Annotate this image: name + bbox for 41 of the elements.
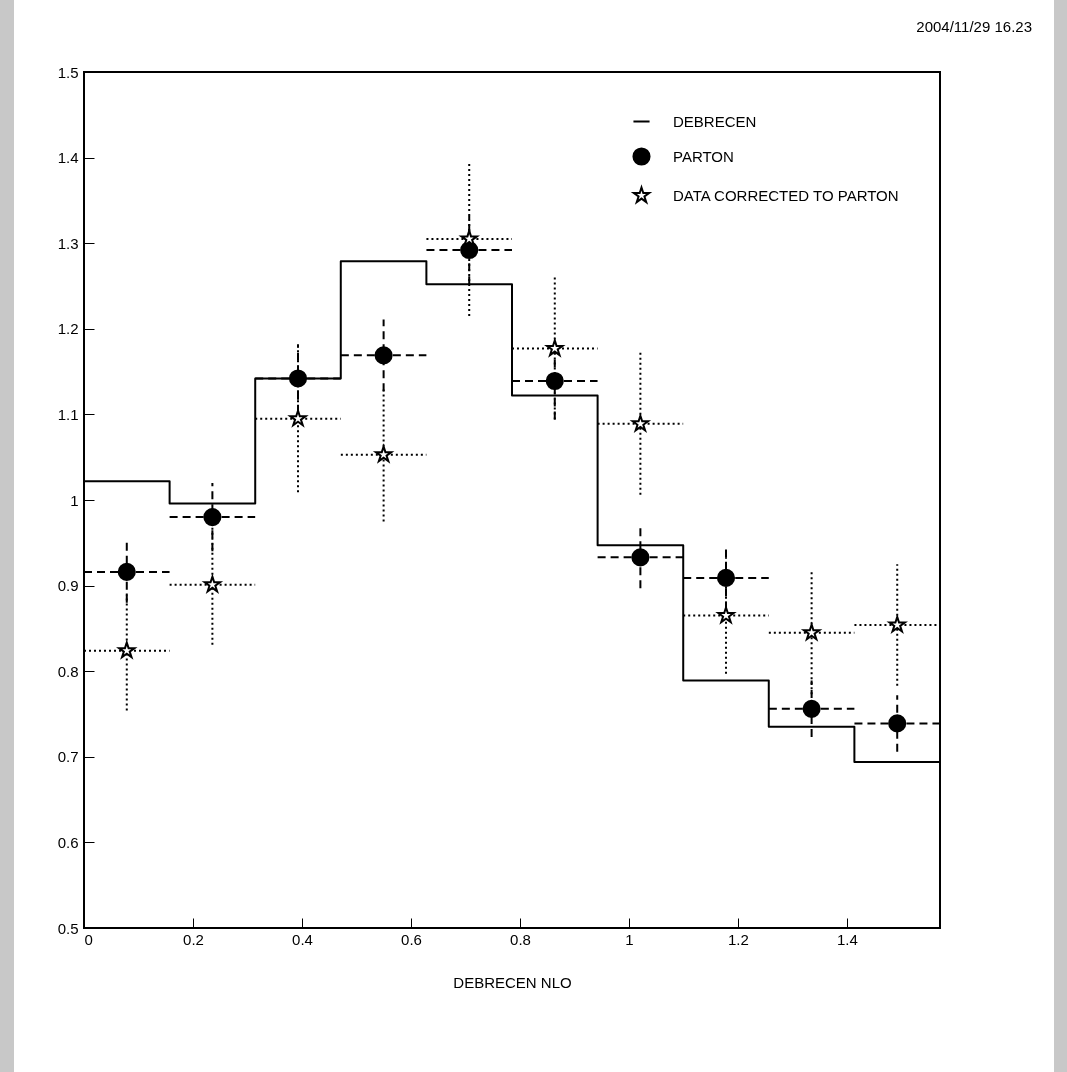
- point: [801, 621, 823, 642]
- legend-label: DEBRECEN: [673, 112, 757, 130]
- point: [886, 615, 908, 634]
- point: [288, 369, 308, 388]
- point: [716, 568, 736, 587]
- y-tick-label: 1.3: [57, 234, 79, 252]
- x-tick-label: 0.6: [401, 930, 422, 948]
- text: 2004/11/29 16.23: [916, 18, 1032, 35]
- point: [631, 548, 650, 567]
- x-tick-label: 0.4: [292, 930, 313, 948]
- x-tick-label: 0.2: [183, 930, 204, 948]
- y-tick-label: 1.4: [57, 149, 79, 167]
- y-tick-label: 1.1: [57, 405, 79, 423]
- y-tick-label: 1.5: [57, 63, 79, 81]
- legend-label: DATA CORRECTED TO PARTON: [673, 186, 899, 204]
- x-tick-label: 0.8: [510, 930, 531, 948]
- point: [117, 562, 136, 581]
- y-tick-label: 0.6: [57, 833, 79, 851]
- legend-label: PARTON: [673, 147, 734, 165]
- y-tick-label: 1: [70, 491, 79, 509]
- y-tick-label: 0.8: [57, 662, 79, 680]
- y-tick-label: 0.5: [57, 919, 79, 937]
- point: [888, 714, 907, 733]
- point: [203, 508, 222, 527]
- point: [116, 640, 138, 660]
- x-tick-label: 1.4: [836, 930, 858, 948]
- point: [544, 337, 566, 358]
- point: [629, 412, 651, 433]
- y-tick-label: 1.2: [57, 320, 79, 338]
- point: [373, 443, 395, 464]
- point: [545, 371, 564, 391]
- x-tick-label: 1.2: [728, 930, 749, 948]
- y-tick-label: 0.9: [57, 577, 79, 595]
- point: [201, 574, 223, 594]
- x-tick-label: 1: [625, 930, 634, 948]
- point: [802, 699, 821, 718]
- y-tick-label: 0.7: [57, 748, 79, 766]
- point: [458, 228, 480, 247]
- x-axis-title: DEBRECEN NLO: [453, 973, 572, 991]
- x-tick-label: 0: [84, 930, 93, 948]
- point: [374, 346, 393, 365]
